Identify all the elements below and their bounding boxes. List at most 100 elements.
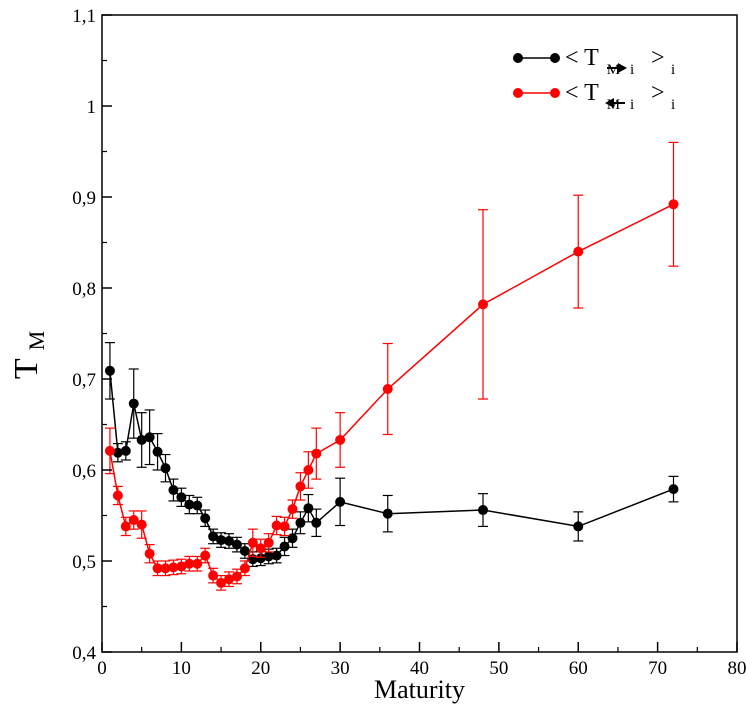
y-tick-label: 0,7 bbox=[72, 370, 96, 391]
data-point bbox=[176, 492, 187, 503]
data-point bbox=[224, 535, 234, 546]
data-point bbox=[216, 535, 227, 546]
data-point bbox=[136, 519, 147, 530]
data-point bbox=[668, 199, 679, 210]
data-point bbox=[168, 485, 179, 496]
data-point bbox=[128, 398, 139, 409]
x-tick-label: 80 bbox=[728, 658, 746, 679]
y-tick-label: 0,4 bbox=[72, 643, 96, 664]
data-point bbox=[160, 463, 171, 474]
y-axis-title-main: T bbox=[8, 358, 45, 379]
data-point bbox=[152, 446, 163, 457]
data-point bbox=[263, 537, 274, 548]
legend-arrow-head bbox=[618, 63, 627, 73]
data-point bbox=[287, 504, 298, 515]
y-tick-label: 1 bbox=[87, 97, 97, 118]
data-point bbox=[303, 503, 314, 514]
legend-label: < TM bbox=[565, 80, 620, 113]
data-point bbox=[295, 481, 306, 492]
data-point bbox=[247, 537, 258, 548]
data-point bbox=[216, 577, 227, 588]
data-point bbox=[303, 465, 314, 475]
data-point bbox=[335, 496, 346, 507]
data-point bbox=[112, 447, 123, 458]
legend-i: i bbox=[630, 97, 634, 113]
data-point bbox=[255, 553, 266, 564]
x-tick-label: 10 bbox=[172, 658, 191, 679]
data-point bbox=[239, 545, 250, 556]
legend-i: i bbox=[630, 62, 634, 78]
legend-main: < T bbox=[565, 45, 599, 71]
legend-main: < T bbox=[565, 80, 599, 106]
legend-marker bbox=[550, 53, 560, 63]
data-point bbox=[335, 434, 346, 445]
data-point bbox=[112, 490, 123, 501]
data-point bbox=[279, 541, 290, 552]
data-point bbox=[184, 499, 195, 510]
data-point bbox=[224, 574, 234, 585]
x-tick-label: 70 bbox=[648, 658, 667, 679]
y-tick-label: 0,6 bbox=[72, 461, 96, 482]
data-point bbox=[144, 548, 155, 559]
data-point bbox=[144, 432, 155, 443]
data-point bbox=[478, 299, 488, 310]
x-tick-label: 30 bbox=[331, 658, 350, 679]
series-2 bbox=[104, 141, 679, 591]
data-point bbox=[176, 561, 187, 572]
series-line bbox=[109, 203, 674, 584]
data-point bbox=[120, 521, 131, 532]
data-point bbox=[239, 563, 250, 574]
y-tick-label: 1,1 bbox=[72, 6, 96, 27]
svg-text:TM: TM bbox=[8, 331, 49, 379]
legend: < TMi>i< TMi>i bbox=[513, 45, 675, 113]
x-axis-title: Maturity bbox=[374, 675, 465, 704]
y-axis-title-sub: M bbox=[24, 331, 49, 351]
data-point bbox=[311, 517, 322, 528]
y-axis: 0,4 0,5 0,6 0,7 0,8 0,9 1 1,1 bbox=[72, 6, 112, 664]
x-tick-label: 50 bbox=[489, 658, 508, 679]
data-point bbox=[152, 563, 163, 574]
data-point bbox=[128, 515, 139, 526]
data-point bbox=[311, 448, 322, 459]
data-point bbox=[287, 533, 298, 544]
data-point bbox=[104, 365, 115, 376]
legend-marker bbox=[550, 88, 560, 98]
legend-outer-sub: i bbox=[671, 97, 675, 113]
series-line bbox=[109, 370, 674, 560]
legend-arrow-head bbox=[605, 98, 614, 108]
legend-sub: M bbox=[607, 62, 620, 78]
data-point bbox=[668, 484, 679, 495]
data-point bbox=[136, 434, 147, 445]
data-point bbox=[208, 570, 219, 581]
legend-marker bbox=[513, 88, 523, 98]
data-point bbox=[208, 531, 219, 542]
y-axis-title: TM bbox=[8, 331, 49, 379]
y-tick-label: 0,5 bbox=[72, 552, 96, 573]
x-tick-label: 40 bbox=[410, 658, 429, 679]
data-point bbox=[271, 550, 282, 561]
data-point bbox=[184, 558, 195, 569]
data-point bbox=[573, 246, 584, 257]
y-tick-label: 0,9 bbox=[72, 188, 96, 209]
data-point bbox=[200, 513, 211, 524]
legend-label: < T M bbox=[565, 45, 620, 78]
data-point bbox=[200, 550, 211, 561]
data-point bbox=[255, 543, 266, 554]
data-point bbox=[168, 562, 179, 573]
series-1 bbox=[104, 342, 679, 568]
data-point bbox=[192, 500, 203, 511]
data-point bbox=[231, 571, 242, 582]
data-point bbox=[263, 551, 274, 562]
data-point bbox=[478, 505, 488, 516]
data-point bbox=[382, 508, 393, 519]
legend-close: > bbox=[651, 80, 665, 106]
data-point bbox=[573, 521, 584, 532]
x-tick-label: 60 bbox=[569, 658, 588, 679]
plot-area bbox=[104, 141, 679, 591]
data-point bbox=[382, 384, 393, 395]
y-tick-label: 0,8 bbox=[72, 279, 96, 300]
data-point bbox=[192, 558, 203, 569]
data-point bbox=[160, 563, 171, 574]
data-point bbox=[120, 445, 131, 456]
